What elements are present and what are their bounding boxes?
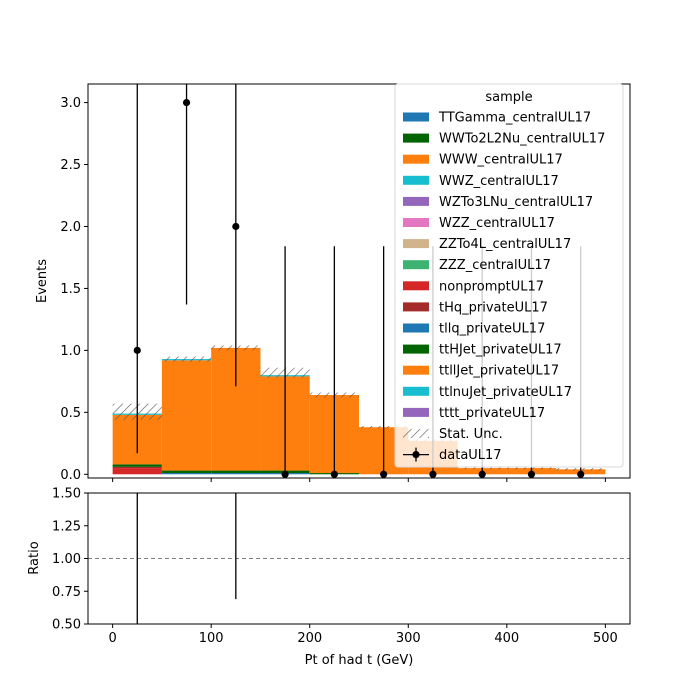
main-ytick-label-2: 1.0 xyxy=(60,344,81,359)
legend-label-data: dataUL17 xyxy=(439,448,502,463)
legend-label-3: WWZ_centralUL17 xyxy=(439,174,559,189)
main-y-axis-label: Events xyxy=(35,259,50,303)
legend: sample TTGamma_centralUL17 WWTo2L2Nu_centr… xyxy=(394,83,624,468)
main-ytick-label-1: 0.5 xyxy=(60,406,81,421)
legend-label-7: ZZZ_centralUL17 xyxy=(439,258,551,273)
legend-swatch-2 xyxy=(403,154,429,164)
legend-label-1: WWTo2L2Nu_centralUL17 xyxy=(439,132,605,147)
main-axes-frame xyxy=(87,83,631,479)
data-point-6 xyxy=(429,470,437,478)
bar-ttHJet_privateUL17-bin-2 xyxy=(211,470,261,474)
ratio-axes: 0.50 0.75 1.00 1.25 1.50 0 100 200 300 400 500 xyxy=(52,487,618,647)
data-point-3 xyxy=(281,470,289,478)
legend-label-12: ttllJet_privateUL17 xyxy=(439,364,559,379)
legend-label-9: tHq_privateUL17 xyxy=(439,300,548,315)
legend-label-11: ttHJet_privateUL17 xyxy=(439,343,562,358)
data-point-9 xyxy=(577,470,585,478)
ratio-ytick-label-0: 0.50 xyxy=(52,618,81,633)
legend-label-10: tllq_privateUL17 xyxy=(439,322,545,337)
ratio-y-axis-label: Ratio xyxy=(27,541,42,574)
legend-data-marker xyxy=(412,451,420,459)
x-axis-label: Pt of had t (GeV) xyxy=(305,653,414,668)
legend-label-stat-unc: Stat. Unc. xyxy=(439,427,503,442)
main-ytick-label-6: 3.0 xyxy=(60,96,81,111)
main-ytick-label-4: 2.0 xyxy=(60,220,81,235)
main-axes: 0.0 0.5 1.0 1.5 2.0 2.5 3.0 xyxy=(60,96,606,483)
bar-tHq_privateUL17-bin-0 xyxy=(112,466,162,469)
ratio-xtick-label-1: 100 xyxy=(199,631,224,646)
legend-swatch-stat-unc xyxy=(403,429,429,438)
legend-swatch-3 xyxy=(403,175,429,185)
legend-swatch-9 xyxy=(403,302,429,312)
legend-label-8: nonpromptUL17 xyxy=(439,279,544,294)
ratio-ytick-label-1: 0.75 xyxy=(52,585,81,600)
data-point-8 xyxy=(527,470,536,478)
legend-label-4: WZTo3LNu_centralUL17 xyxy=(439,195,593,210)
bar-tllq_privateUL17-bin-1 xyxy=(161,473,212,475)
data-point-1 xyxy=(182,98,191,107)
ratio-ytick-label-4: 1.50 xyxy=(52,487,81,502)
ratio-ytick-label-2: 1.00 xyxy=(52,552,81,567)
bar-ttHJet_privateUL17-bin-0 xyxy=(112,464,162,467)
legend-swatch-6 xyxy=(403,239,429,249)
main-ytick-label-0: 0.0 xyxy=(60,468,81,483)
legend-label-14: tttt_privateUL17 xyxy=(439,406,545,421)
ratio-xtick-label-5: 500 xyxy=(593,631,618,646)
ratio-points xyxy=(136,493,237,624)
legend-label-13: ttlnuJet_privateUL17 xyxy=(439,385,572,400)
data-point-2 xyxy=(232,222,240,231)
legend-swatch-7 xyxy=(403,260,429,270)
legend-swatch-10 xyxy=(403,323,429,333)
bar-tllq_privateUL17-bin-2 xyxy=(211,473,261,475)
ratio-xtick-label-0: 0 xyxy=(108,631,116,646)
data-point-0 xyxy=(133,346,141,354)
data-point-5 xyxy=(380,470,388,478)
bar-ttHJet_privateUL17-bin-1 xyxy=(161,470,212,474)
ratio-axes-frame xyxy=(87,492,631,625)
ratio-ytick-label-3: 1.25 xyxy=(52,519,81,534)
main-ytick-label-5: 2.5 xyxy=(60,158,81,173)
legend-swatch-14 xyxy=(403,407,429,417)
ratio-xtick-label-4: 400 xyxy=(494,631,519,646)
legend-swatch-11 xyxy=(403,344,429,354)
legend-swatch-8 xyxy=(403,281,429,291)
legend-swatch-4 xyxy=(403,196,429,206)
legend-swatch-0 xyxy=(403,112,429,122)
legend-title: sample xyxy=(485,90,532,105)
ratio-xtick-label-2: 200 xyxy=(297,631,322,646)
legend-swatch-12 xyxy=(403,365,429,375)
legend-swatch-1 xyxy=(403,133,429,143)
stat-unc-band-1 xyxy=(161,356,212,362)
bar-ttllJet_privateUL17-bin-1 xyxy=(161,360,212,471)
legend-box xyxy=(394,83,624,468)
legend-label-5: WZZ_centralUL17 xyxy=(439,216,555,231)
legend-label-2: WWW_centralUL17 xyxy=(439,153,563,168)
data-point-4 xyxy=(330,470,338,478)
data-point-7 xyxy=(478,470,486,478)
legend-label-0: TTGamma_centralUL17 xyxy=(438,111,591,126)
main-ytick-label-3: 1.5 xyxy=(60,282,81,297)
legend-swatch-5 xyxy=(403,218,429,227)
ratio-xtick-label-3: 300 xyxy=(396,631,421,646)
legend-swatch-13 xyxy=(403,386,429,396)
bar-nonpromptUL17-bin-0 xyxy=(112,468,162,475)
legend-label-6: ZZTo4L_centralUL17 xyxy=(439,237,571,252)
